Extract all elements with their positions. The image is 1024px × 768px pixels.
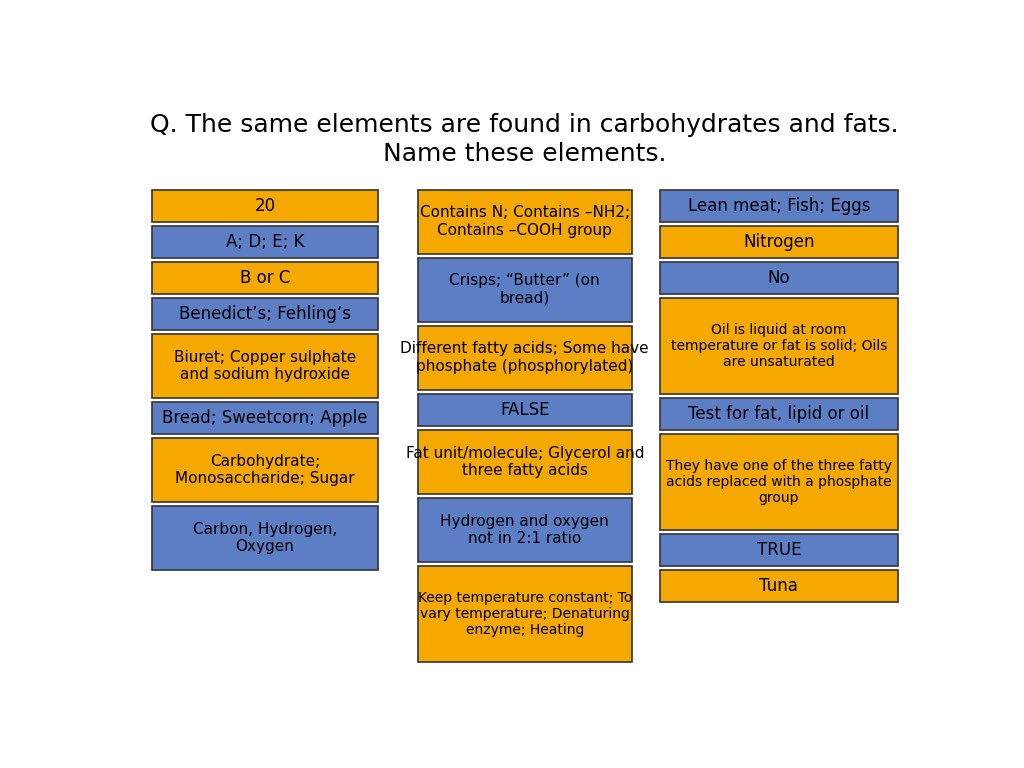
FancyBboxPatch shape [659, 190, 898, 222]
FancyBboxPatch shape [152, 438, 378, 502]
Text: Oil is liquid at room
temperature or fat is solid; Oils
are unsaturated: Oil is liquid at room temperature or fat… [671, 323, 887, 369]
FancyBboxPatch shape [418, 258, 632, 322]
FancyBboxPatch shape [659, 398, 898, 430]
Text: Lean meat; Fish; Eggs: Lean meat; Fish; Eggs [687, 197, 870, 215]
FancyBboxPatch shape [659, 534, 898, 566]
Text: Name these elements.: Name these elements. [383, 142, 667, 166]
FancyBboxPatch shape [659, 262, 898, 294]
FancyBboxPatch shape [418, 430, 632, 494]
FancyBboxPatch shape [659, 570, 898, 602]
Text: Crisps; “Butter” (on
bread): Crisps; “Butter” (on bread) [450, 273, 600, 306]
Text: Q. The same elements are found in carbohydrates and fats.: Q. The same elements are found in carboh… [151, 113, 899, 137]
Text: Tuna: Tuna [760, 577, 798, 595]
Text: Carbon, Hydrogen,
Oxygen: Carbon, Hydrogen, Oxygen [193, 521, 337, 554]
Text: No: No [767, 269, 791, 286]
Text: Test for fat, lipid or oil: Test for fat, lipid or oil [688, 405, 869, 423]
FancyBboxPatch shape [418, 190, 632, 253]
FancyBboxPatch shape [659, 434, 898, 530]
Text: Benedict’s; Fehling’s: Benedict’s; Fehling’s [179, 305, 351, 323]
Text: Different fatty acids; Some have
phosphate (phosphorylated): Different fatty acids; Some have phospha… [400, 342, 649, 374]
FancyBboxPatch shape [152, 262, 378, 294]
FancyBboxPatch shape [152, 190, 378, 222]
Text: A; D; E; K: A; D; E; K [225, 233, 304, 251]
Text: TRUE: TRUE [757, 541, 801, 559]
FancyBboxPatch shape [152, 298, 378, 330]
Text: B or C: B or C [240, 269, 290, 286]
Text: They have one of the three fatty
acids replaced with a phosphate
group: They have one of the three fatty acids r… [666, 458, 892, 505]
Text: Biuret; Copper sulphate
and sodium hydroxide: Biuret; Copper sulphate and sodium hydro… [174, 349, 356, 382]
Text: FALSE: FALSE [500, 401, 550, 419]
Text: Hydrogen and oxygen
not in 2:1 ratio: Hydrogen and oxygen not in 2:1 ratio [440, 514, 609, 546]
FancyBboxPatch shape [152, 226, 378, 258]
Text: Carbohydrate;
Monosaccharide; Sugar: Carbohydrate; Monosaccharide; Sugar [175, 454, 354, 486]
FancyBboxPatch shape [418, 394, 632, 425]
FancyBboxPatch shape [418, 498, 632, 561]
Text: Contains N; Contains –NH2;
Contains –COOH group: Contains N; Contains –NH2; Contains –COO… [420, 206, 630, 238]
Text: 20: 20 [254, 197, 275, 215]
FancyBboxPatch shape [659, 226, 898, 258]
Text: Fat unit/molecule; Glycerol and
three fatty acids: Fat unit/molecule; Glycerol and three fa… [406, 445, 644, 478]
Text: Bread; Sweetcorn; Apple: Bread; Sweetcorn; Apple [162, 409, 368, 427]
Text: Keep temperature constant; To
vary temperature; Denaturing
enzyme; Heating: Keep temperature constant; To vary tempe… [418, 591, 632, 637]
Text: Nitrogen: Nitrogen [743, 233, 814, 251]
FancyBboxPatch shape [152, 334, 378, 398]
FancyBboxPatch shape [152, 506, 378, 570]
FancyBboxPatch shape [152, 402, 378, 434]
FancyBboxPatch shape [659, 298, 898, 394]
FancyBboxPatch shape [418, 326, 632, 389]
FancyBboxPatch shape [418, 566, 632, 662]
